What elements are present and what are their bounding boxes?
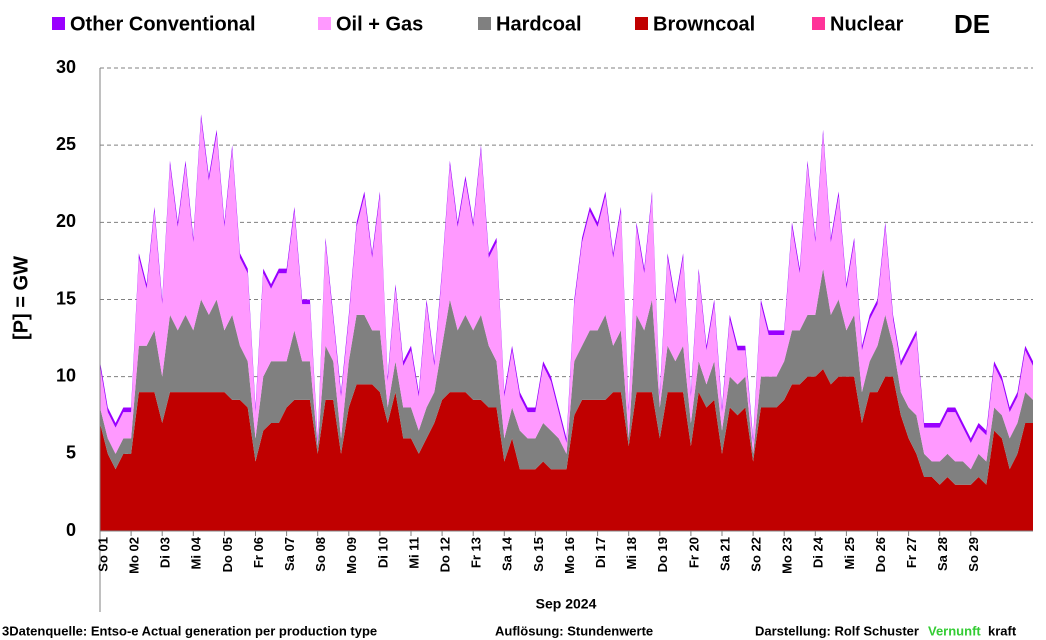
x-tick-label: Di 24 [811,536,826,568]
resolution-note: Auflösung: Stundenwerte [495,623,653,638]
x-tick-label: Do 12 [438,537,453,572]
x-tick-label: Mo 09 [344,537,359,574]
legend-swatch [52,17,65,30]
chart-title: DE [954,9,990,39]
x-tick-label: Di 03 [158,537,173,568]
x-tick-label: Fr 27 [904,537,919,568]
legend-label: Browncoal [653,13,755,35]
y-tick-label: 20 [56,211,76,231]
legend-swatch [478,17,491,30]
x-tick-label: Sa 21 [717,537,732,571]
y-tick-label: 5 [66,443,76,463]
x-tick-label: Di 10 [375,537,390,568]
x-tick-label: Do 19 [655,537,670,572]
x-tick-label: Mo 16 [562,537,577,574]
source-note: 3Datenquelle: Entso-e Actual generation … [2,623,377,638]
y-tick-label: 25 [56,134,76,154]
x-tick-label: Sa 28 [935,537,950,571]
x-tick-label: Do 26 [873,537,888,572]
author-note: Darstellung: Rolf Schuster [755,623,919,638]
legend-label: Oil + Gas [336,13,423,35]
legend-label: Hardcoal [496,13,582,35]
x-tick-label: Di 17 [593,537,608,568]
area [100,118,1033,470]
y-tick-label: 30 [56,57,76,77]
x-tick-label: Sa 14 [500,536,515,571]
x-tick-label: So 22 [749,537,764,572]
legend-swatch [635,17,648,30]
brand-green: Vernunft [928,623,981,638]
x-axis-label: Sep 2024 [536,596,597,612]
y-tick-label: 15 [56,288,76,308]
x-tick-label: So 29 [966,537,981,572]
x-tick-label: Fr 13 [469,537,484,568]
y-tick-label: 0 [66,520,76,540]
x-tick-label: Sa 07 [282,537,297,571]
area [100,268,1033,485]
x-tick-label: So 08 [313,537,328,572]
legend-swatch [318,17,331,30]
x-tick-label: Mi 25 [842,537,857,570]
x-tick-label: Mi 04 [189,536,204,569]
x-tick-label: So 01 [95,537,110,572]
x-tick-label: Mo 23 [780,537,795,574]
y-axis-label: [P] = GW [10,256,32,340]
area [100,368,1033,531]
x-tick-label: So 15 [531,537,546,572]
x-tick-label: Mo 02 [127,537,142,574]
x-tick-label: Mi 11 [406,537,421,569]
legend-swatch [812,17,825,30]
x-tick-label: Mi 18 [624,537,639,570]
brand-black: kraft [988,623,1017,638]
x-tick-label: Do 05 [220,537,235,572]
legend-label: Nuclear [830,13,904,35]
y-tick-label: 10 [56,365,76,385]
legend-label: Other Conventional [70,13,256,35]
x-tick-label: Fr 20 [686,537,701,568]
x-tick-label: Fr 06 [251,537,266,568]
